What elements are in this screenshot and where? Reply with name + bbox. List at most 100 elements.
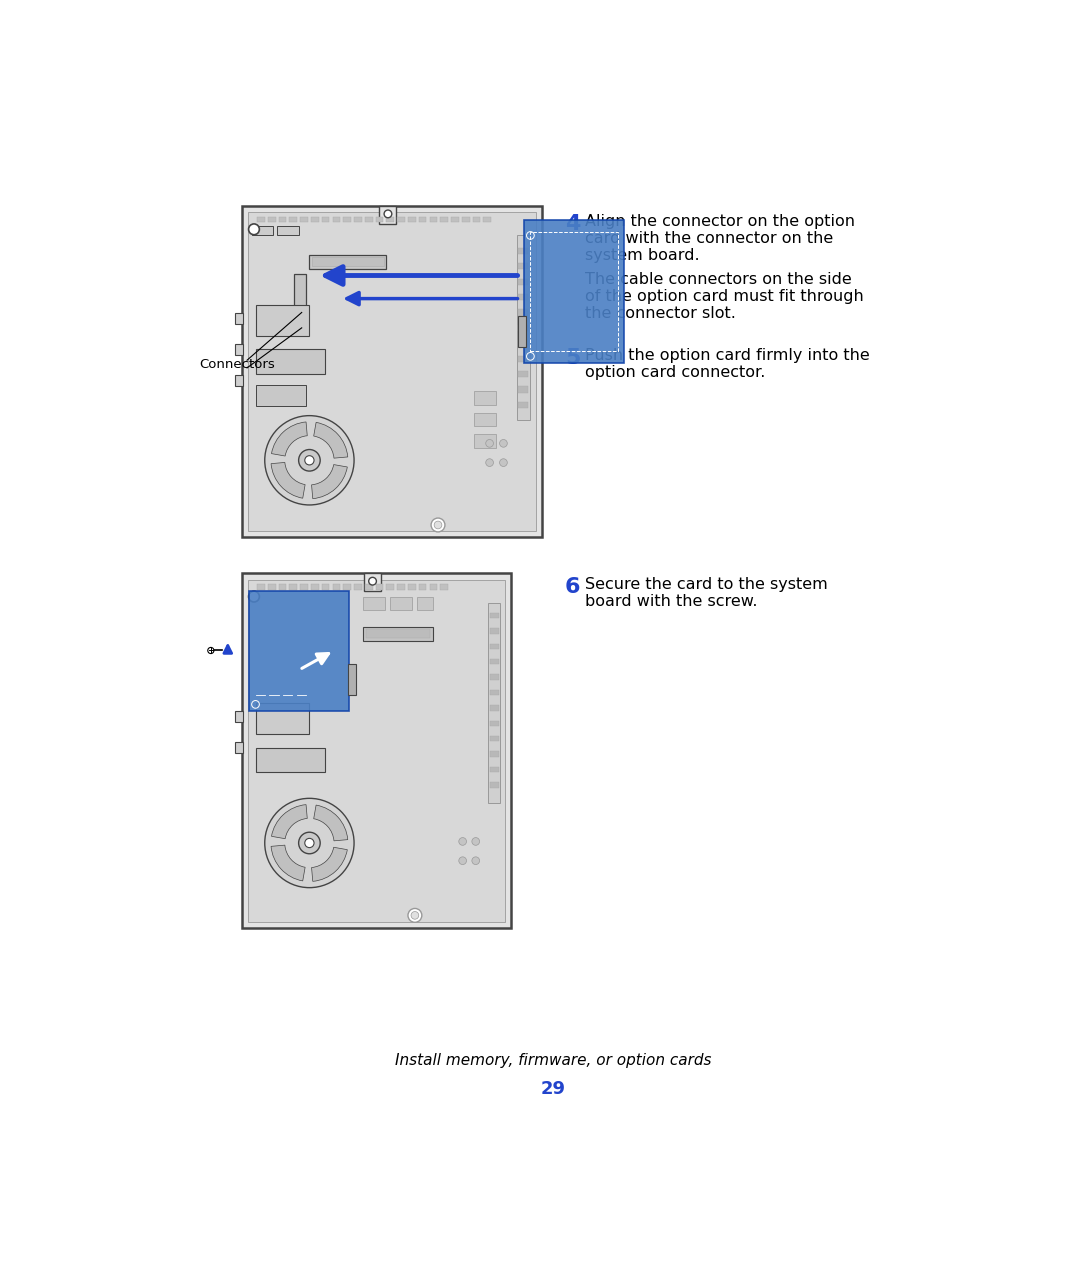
- Bar: [474, 413, 496, 427]
- Bar: [289, 217, 297, 222]
- Bar: [408, 217, 416, 222]
- Wedge shape: [311, 847, 348, 881]
- Bar: [518, 309, 528, 315]
- Bar: [279, 217, 286, 222]
- Circle shape: [384, 210, 392, 218]
- Circle shape: [431, 518, 445, 532]
- Wedge shape: [271, 422, 308, 456]
- Circle shape: [265, 415, 354, 505]
- Circle shape: [368, 577, 377, 585]
- Bar: [363, 627, 433, 641]
- Circle shape: [411, 912, 419, 919]
- Circle shape: [299, 832, 320, 854]
- Text: 4: 4: [565, 214, 580, 233]
- Text: Install memory, firmware, or option cards: Install memory, firmware, or option card…: [395, 1054, 712, 1068]
- Bar: [257, 585, 265, 590]
- Bar: [379, 206, 396, 224]
- Circle shape: [305, 455, 314, 465]
- Bar: [387, 217, 394, 222]
- Bar: [488, 603, 500, 803]
- Text: the connector slot.: the connector slot.: [585, 306, 735, 322]
- Bar: [417, 596, 433, 610]
- Bar: [518, 294, 528, 300]
- Bar: [518, 278, 528, 285]
- Bar: [387, 585, 394, 590]
- Bar: [474, 391, 496, 405]
- Bar: [257, 217, 265, 222]
- Text: Push the option card firmly into the: Push the option card firmly into the: [585, 347, 869, 363]
- Bar: [397, 217, 405, 222]
- Bar: [247, 213, 536, 531]
- Circle shape: [434, 520, 442, 529]
- Bar: [518, 340, 528, 346]
- Bar: [518, 370, 528, 377]
- Bar: [451, 217, 459, 222]
- Bar: [524, 221, 624, 363]
- Text: 29: 29: [541, 1081, 566, 1099]
- Bar: [235, 374, 243, 386]
- Bar: [376, 585, 383, 590]
- Bar: [489, 736, 499, 741]
- Bar: [473, 217, 481, 222]
- Wedge shape: [271, 463, 306, 499]
- Bar: [252, 226, 273, 236]
- Bar: [430, 585, 437, 590]
- Circle shape: [486, 440, 494, 447]
- Bar: [366, 629, 430, 638]
- Text: 5: 5: [565, 347, 580, 368]
- Bar: [518, 386, 528, 392]
- Bar: [518, 401, 528, 408]
- Bar: [300, 585, 308, 590]
- Bar: [354, 585, 362, 590]
- Bar: [484, 217, 491, 222]
- Bar: [489, 782, 499, 787]
- Text: Secure the card to the system: Secure the card to the system: [585, 577, 827, 592]
- Circle shape: [459, 856, 467, 864]
- Wedge shape: [313, 422, 348, 458]
- Bar: [343, 217, 351, 222]
- Text: card with the connector on the: card with the connector on the: [585, 231, 834, 246]
- Bar: [408, 585, 416, 590]
- Bar: [397, 585, 405, 590]
- Circle shape: [248, 224, 259, 235]
- Bar: [489, 705, 499, 710]
- Bar: [441, 217, 448, 222]
- Circle shape: [500, 459, 508, 467]
- Bar: [256, 385, 306, 406]
- Bar: [322, 217, 329, 222]
- Bar: [516, 236, 530, 420]
- Bar: [242, 206, 542, 537]
- Bar: [348, 664, 355, 695]
- Bar: [278, 226, 299, 236]
- Bar: [312, 256, 384, 267]
- Bar: [419, 585, 427, 590]
- Bar: [518, 355, 528, 362]
- Circle shape: [265, 799, 354, 887]
- Text: The cable connectors on the side: The cable connectors on the side: [585, 272, 852, 287]
- Text: 6: 6: [565, 577, 581, 597]
- Bar: [390, 596, 411, 610]
- Circle shape: [459, 837, 467, 845]
- Bar: [365, 585, 373, 590]
- Bar: [441, 585, 448, 590]
- Bar: [518, 324, 528, 331]
- Bar: [235, 742, 243, 753]
- Circle shape: [472, 856, 480, 864]
- Bar: [489, 644, 499, 649]
- Bar: [311, 217, 319, 222]
- Bar: [311, 585, 319, 590]
- Bar: [489, 628, 499, 633]
- Bar: [309, 255, 387, 268]
- Bar: [294, 274, 306, 320]
- Bar: [333, 217, 340, 222]
- Bar: [363, 596, 384, 610]
- Circle shape: [486, 459, 494, 467]
- Bar: [256, 747, 325, 772]
- Bar: [518, 263, 528, 269]
- Bar: [364, 573, 381, 591]
- Bar: [376, 217, 383, 222]
- Bar: [343, 585, 351, 590]
- Bar: [489, 613, 499, 618]
- Text: Align the connector on the option: Align the connector on the option: [585, 214, 855, 229]
- Wedge shape: [271, 845, 306, 881]
